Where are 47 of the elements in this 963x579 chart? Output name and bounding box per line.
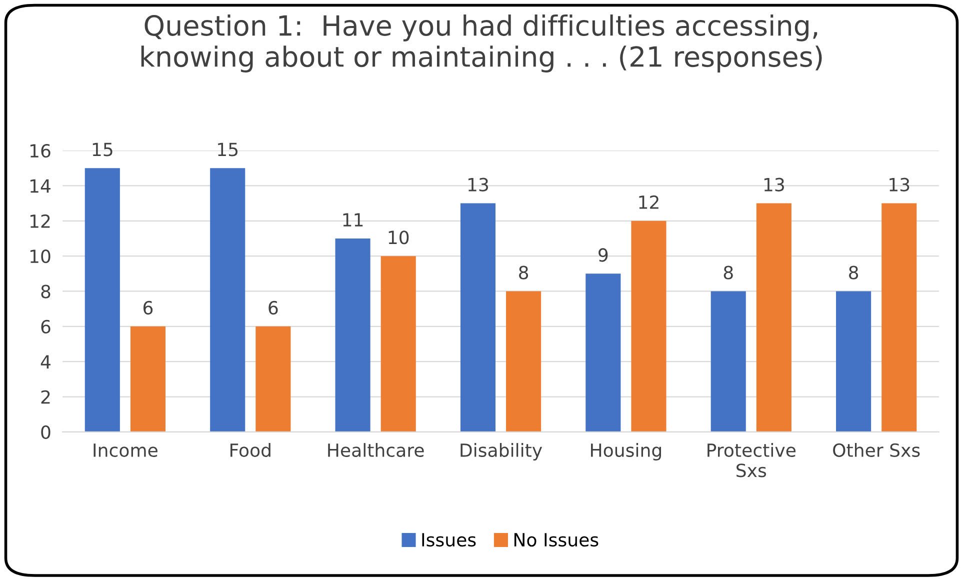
x-tick-label: Protective Sxs xyxy=(708,443,796,478)
bar xyxy=(586,274,621,432)
data-label: 10 xyxy=(388,230,409,244)
x-tick-label: Disability xyxy=(460,443,542,461)
bar xyxy=(882,203,917,432)
y-tick-label: 14 xyxy=(30,179,50,193)
bar xyxy=(836,291,872,432)
data-label: 13 xyxy=(468,178,488,192)
y-tick-label: 8 xyxy=(41,284,50,298)
bar xyxy=(460,203,496,432)
data-label: 15 xyxy=(218,142,238,156)
data-label: 8 xyxy=(849,266,858,280)
data-label: 15 xyxy=(92,142,112,156)
bar xyxy=(130,326,166,432)
bar xyxy=(710,291,746,432)
data-label: 6 xyxy=(143,300,153,315)
bar xyxy=(335,238,370,432)
data-label: 12 xyxy=(639,195,658,209)
data-label: 6 xyxy=(268,300,278,315)
y-tick-label: 16 xyxy=(30,144,50,158)
bar xyxy=(84,168,120,432)
y-tick-label: 4 xyxy=(40,355,50,368)
x-tick-label: Housing xyxy=(591,443,662,461)
legend-label: No Issues xyxy=(514,533,598,547)
x-tick-label: Healthcare xyxy=(328,443,424,458)
data-label: 13 xyxy=(890,178,910,192)
legend-label: Issues xyxy=(422,533,476,547)
y-tick-label: 0 xyxy=(41,425,50,440)
data-label: 11 xyxy=(343,213,363,226)
x-tick-label: Other Sxs xyxy=(833,443,920,458)
data-label: 8 xyxy=(519,266,528,280)
data-label: 9 xyxy=(598,248,608,262)
bar xyxy=(380,256,416,432)
chart-title: Question 1: Have you had difficulties accessing, knowing about or maintaining . . . (21 responses) xyxy=(141,14,822,72)
data-label: 8 xyxy=(724,266,733,280)
bar xyxy=(506,291,542,432)
bar xyxy=(210,168,246,432)
y-tick-label: 12 xyxy=(30,214,50,228)
x-tick-label: Income xyxy=(94,444,158,458)
y-tick-label: 10 xyxy=(30,250,50,264)
y-tick-label: 2 xyxy=(41,390,50,404)
x-tick-label: Food xyxy=(230,443,270,458)
data-label: 13 xyxy=(764,178,784,192)
bar xyxy=(631,220,666,432)
bar xyxy=(256,326,291,432)
bar xyxy=(756,203,792,432)
y-tick-label: 6 xyxy=(41,320,50,334)
